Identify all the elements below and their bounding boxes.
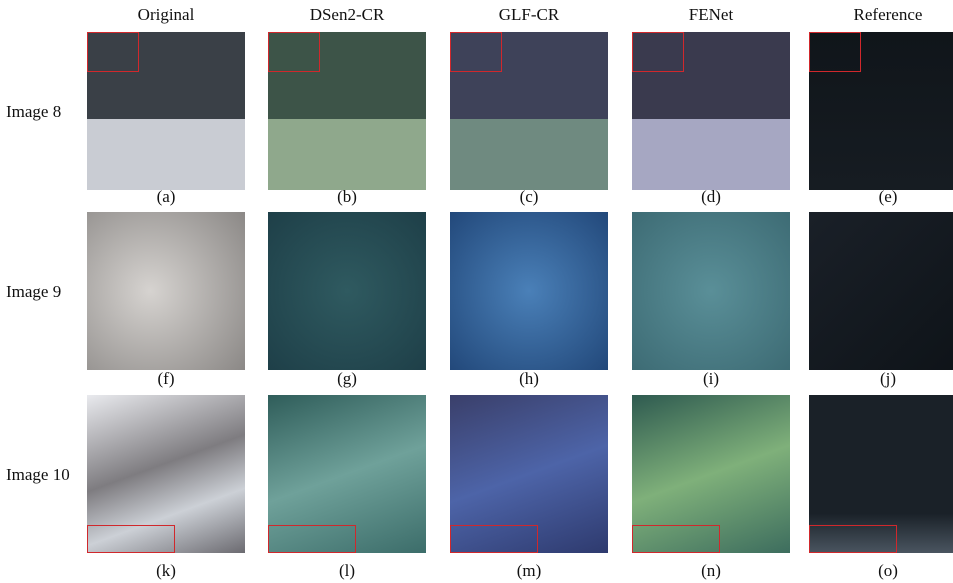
highlight-box: [268, 525, 356, 553]
subcaption: (i): [621, 369, 801, 389]
highlight-box: [809, 525, 897, 553]
highlight-box: [809, 32, 861, 72]
highlight-box: [87, 525, 175, 553]
column-header: Original: [76, 5, 256, 25]
subcaption: (o): [798, 561, 953, 581]
subcaption: (a): [76, 187, 256, 207]
row-label: Image 8: [6, 102, 61, 122]
subcaption: (h): [439, 369, 619, 389]
subcaption: (c): [439, 187, 619, 207]
highlight-box: [268, 32, 320, 72]
subcaption: (l): [257, 561, 437, 581]
column-header: FENet: [621, 5, 801, 25]
subcaption: (m): [439, 561, 619, 581]
subcaption: (d): [621, 187, 801, 207]
subcaption: (k): [76, 561, 256, 581]
figure: OriginalDSen2-CRGLF-CRFENetReference Imag…: [0, 0, 953, 583]
column-header: GLF-CR: [439, 5, 619, 25]
subcaption: (g): [257, 369, 437, 389]
subcaption: (b): [257, 187, 437, 207]
image-panel: [268, 212, 426, 370]
column-header: Reference: [798, 5, 953, 25]
highlight-box: [450, 32, 502, 72]
image-panel: [450, 212, 608, 370]
image-panel: [809, 212, 953, 370]
column-header: DSen2-CR: [257, 5, 437, 25]
highlight-box: [632, 32, 684, 72]
subcaption: (n): [621, 561, 801, 581]
image-panel: [632, 212, 790, 370]
row-label: Image 9: [6, 282, 61, 302]
subcaption: (f): [76, 369, 256, 389]
highlight-box: [450, 525, 538, 553]
subcaption: (e): [798, 187, 953, 207]
highlight-box: [632, 525, 720, 553]
row-label: Image 10: [6, 465, 70, 485]
subcaption: (j): [798, 369, 953, 389]
highlight-box: [87, 32, 139, 72]
image-panel: [87, 212, 245, 370]
